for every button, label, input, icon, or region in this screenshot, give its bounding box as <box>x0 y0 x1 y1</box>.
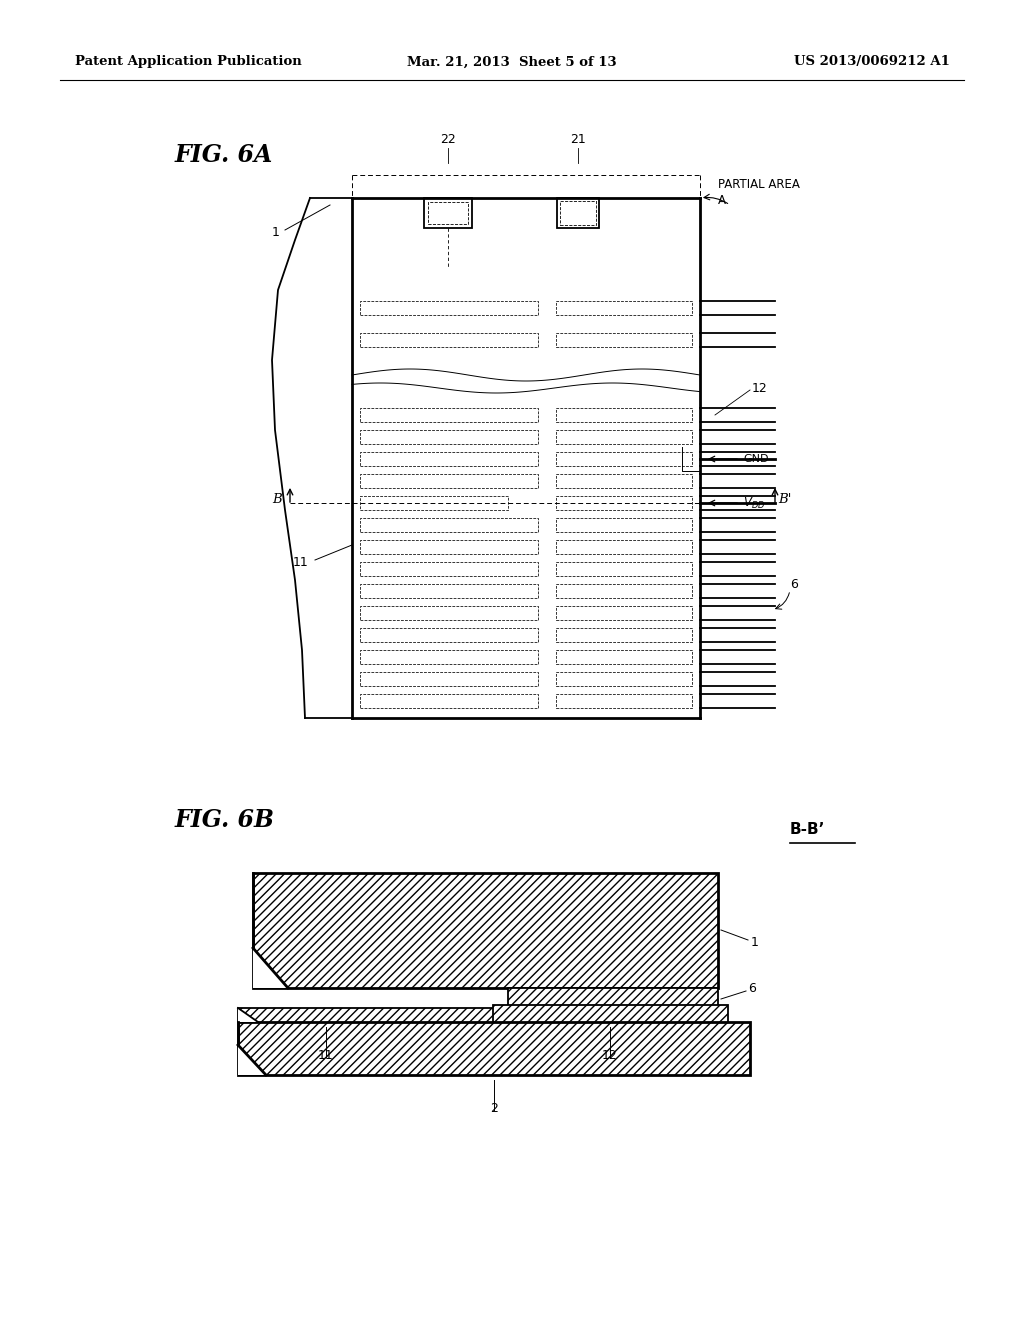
Bar <box>556 333 692 347</box>
Text: 6: 6 <box>790 578 798 591</box>
Bar <box>360 649 538 664</box>
Bar <box>556 540 692 554</box>
Text: A: A <box>718 194 726 206</box>
Bar <box>556 694 692 708</box>
Bar <box>360 606 538 620</box>
Bar <box>428 202 468 224</box>
Text: $V_{DD}$: $V_{DD}$ <box>743 495 765 511</box>
Text: 11: 11 <box>292 556 308 569</box>
Text: 12: 12 <box>602 1049 617 1063</box>
Bar <box>360 333 538 347</box>
Bar <box>360 496 508 510</box>
Text: 2: 2 <box>490 1102 498 1115</box>
Text: FIG. 6A: FIG. 6A <box>175 143 273 168</box>
Bar <box>360 672 538 686</box>
Bar <box>556 672 692 686</box>
Bar <box>556 408 692 422</box>
Bar <box>238 1008 503 1022</box>
Bar <box>360 517 538 532</box>
Bar <box>253 873 718 987</box>
Bar <box>556 649 692 664</box>
Text: 1: 1 <box>751 936 759 949</box>
Text: US 2013/0069212 A1: US 2013/0069212 A1 <box>795 55 950 69</box>
Text: Patent Application Publication: Patent Application Publication <box>75 55 302 69</box>
Text: Mar. 21, 2013  Sheet 5 of 13: Mar. 21, 2013 Sheet 5 of 13 <box>408 55 616 69</box>
Polygon shape <box>253 948 288 987</box>
Text: B: B <box>272 492 282 506</box>
Text: PARTIAL AREA: PARTIAL AREA <box>718 178 800 191</box>
Bar <box>557 198 599 228</box>
Bar <box>360 430 538 444</box>
Bar <box>360 451 538 466</box>
Bar <box>360 628 538 642</box>
Bar <box>238 1022 750 1074</box>
Bar <box>360 540 538 554</box>
Bar <box>493 1005 728 1022</box>
Bar <box>556 562 692 576</box>
Text: 21: 21 <box>570 133 586 147</box>
Bar <box>556 628 692 642</box>
Bar <box>424 198 472 228</box>
Text: 1: 1 <box>272 226 280 239</box>
Bar <box>360 562 538 576</box>
Text: 11: 11 <box>318 1049 334 1063</box>
Text: B': B' <box>778 492 792 506</box>
Bar <box>556 430 692 444</box>
Text: 6: 6 <box>748 982 756 995</box>
Text: 12: 12 <box>752 381 768 395</box>
Text: FIG. 6B: FIG. 6B <box>175 808 275 832</box>
Polygon shape <box>238 1045 266 1074</box>
Bar <box>560 201 596 224</box>
Bar <box>556 451 692 466</box>
Bar <box>556 583 692 598</box>
Polygon shape <box>238 1008 258 1022</box>
Bar <box>556 496 692 510</box>
Bar <box>556 517 692 532</box>
Bar <box>556 474 692 488</box>
Bar <box>556 606 692 620</box>
Bar <box>360 694 538 708</box>
Text: GND: GND <box>743 454 768 465</box>
Bar <box>556 301 692 315</box>
Bar <box>360 408 538 422</box>
Bar <box>508 987 718 1010</box>
Text: 22: 22 <box>440 133 456 147</box>
Bar <box>360 301 538 315</box>
Text: B-B’: B-B’ <box>790 822 825 837</box>
Bar <box>360 583 538 598</box>
Bar <box>360 474 538 488</box>
